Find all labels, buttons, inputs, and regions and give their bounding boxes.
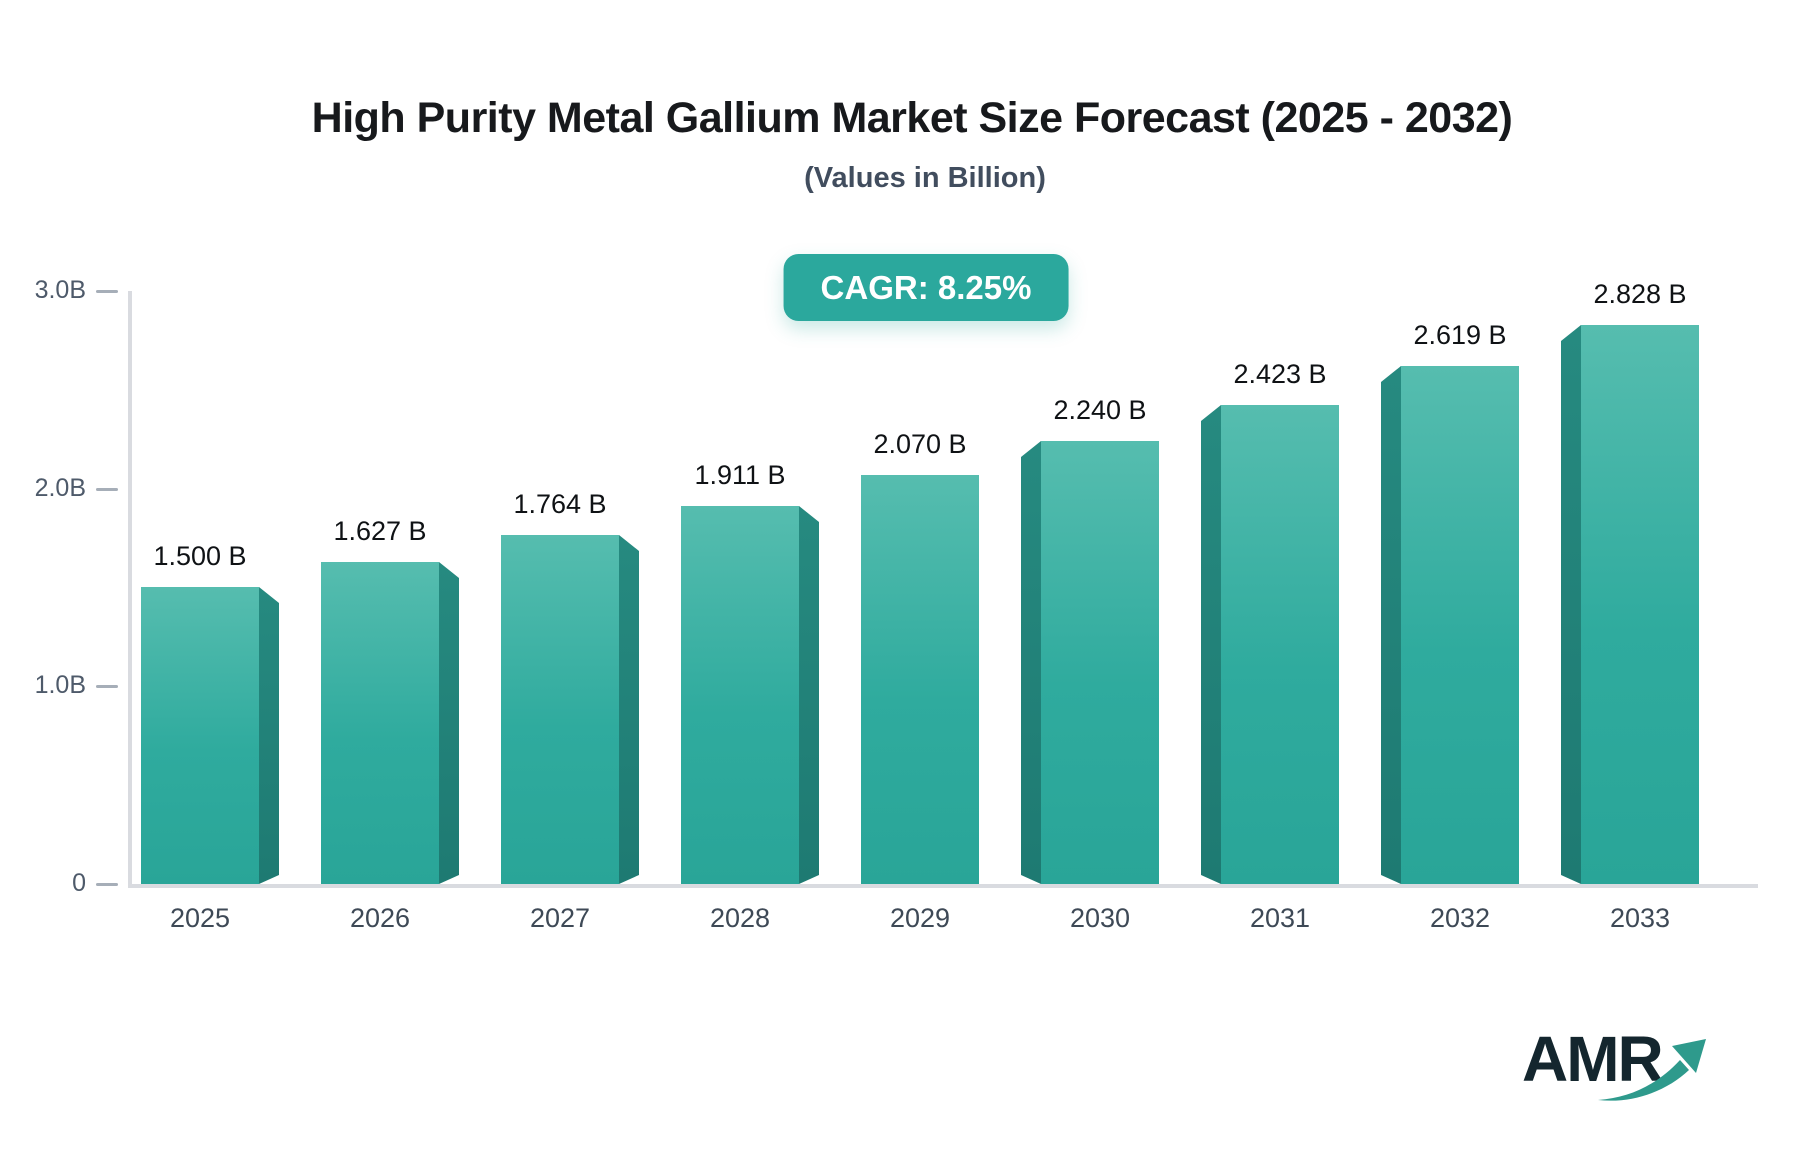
bar-2025 (141, 587, 259, 884)
y-axis-label-2.0B: 2.0B (34, 473, 86, 502)
bar-value-label-2027: 1.764 B (513, 489, 607, 519)
bar-side-2026 (439, 562, 459, 884)
bar-value-label-2030: 2.240 B (1053, 395, 1147, 425)
bar-side-2028 (799, 506, 819, 884)
y-axis-label-0: 0 (72, 869, 86, 897)
cagr-badge: CAGR: 8.25% (783, 254, 1069, 321)
bar-2030 (1041, 441, 1159, 884)
x-axis-label-2030: 2030 (1069, 903, 1131, 933)
bar-2032 (1401, 366, 1519, 884)
bar-side-2025 (259, 587, 279, 884)
chart-subtitle: (Values in Billion) (804, 162, 1046, 194)
x-axis-label-2027: 2027 (529, 903, 591, 933)
bar-side-2027 (619, 535, 639, 884)
amr-logo: AMR (1522, 1022, 1722, 1122)
x-axis-label-2025: 2025 (169, 903, 231, 933)
chart-title: High Purity Metal Gallium Market Size Fo… (311, 94, 1513, 142)
x-axis-label-2029: 2029 (889, 903, 951, 933)
bar-value-label-2031: 2.423 B (1233, 359, 1327, 389)
bar-value-label-2029: 2.070 B (873, 429, 967, 459)
bar-2027 (501, 535, 619, 884)
x-axis-label-2031: 2031 (1249, 903, 1311, 933)
amr-logo-text: AMR (1522, 1023, 1664, 1095)
bar-side-2031 (1201, 405, 1221, 884)
bar-side-2033 (1561, 325, 1581, 884)
x-axis-label-2032: 2032 (1429, 903, 1491, 933)
amr-logo-arrow-icon (1598, 1039, 1706, 1101)
y-axis-tick-3.0B (96, 290, 118, 293)
y-axis-tick-1.0B (96, 685, 118, 689)
x-axis-line (128, 884, 1758, 888)
y-axis-tick-2.0B (96, 487, 118, 491)
x-axis-label-2033: 2033 (1609, 903, 1671, 933)
y-axis-tick-0 (96, 883, 118, 886)
bar-value-label-2032: 2.619 B (1413, 320, 1507, 350)
bar-2028 (681, 506, 799, 884)
bar-value-label-2025: 1.500 B (153, 541, 247, 571)
x-axis-label-2028: 2028 (709, 903, 771, 933)
bar-value-label-2028: 1.911 B (694, 460, 786, 490)
x-axis-label-2026: 2026 (349, 903, 411, 933)
bar-2029 (861, 475, 979, 884)
y-axis-label-3.0B: 3.0B (34, 276, 86, 304)
y-axis-label-1.0B: 1.0B (34, 671, 86, 700)
bar-value-label-2026: 1.627 B (333, 516, 427, 546)
bar-side-2032 (1381, 366, 1401, 884)
y-axis-line (128, 291, 132, 888)
bar-2026 (321, 562, 439, 884)
bar-value-label-2033: 2.828 B (1593, 279, 1687, 309)
bar-side-2030 (1021, 441, 1041, 884)
bar-2031 (1221, 405, 1339, 884)
bar-2033 (1581, 325, 1699, 884)
